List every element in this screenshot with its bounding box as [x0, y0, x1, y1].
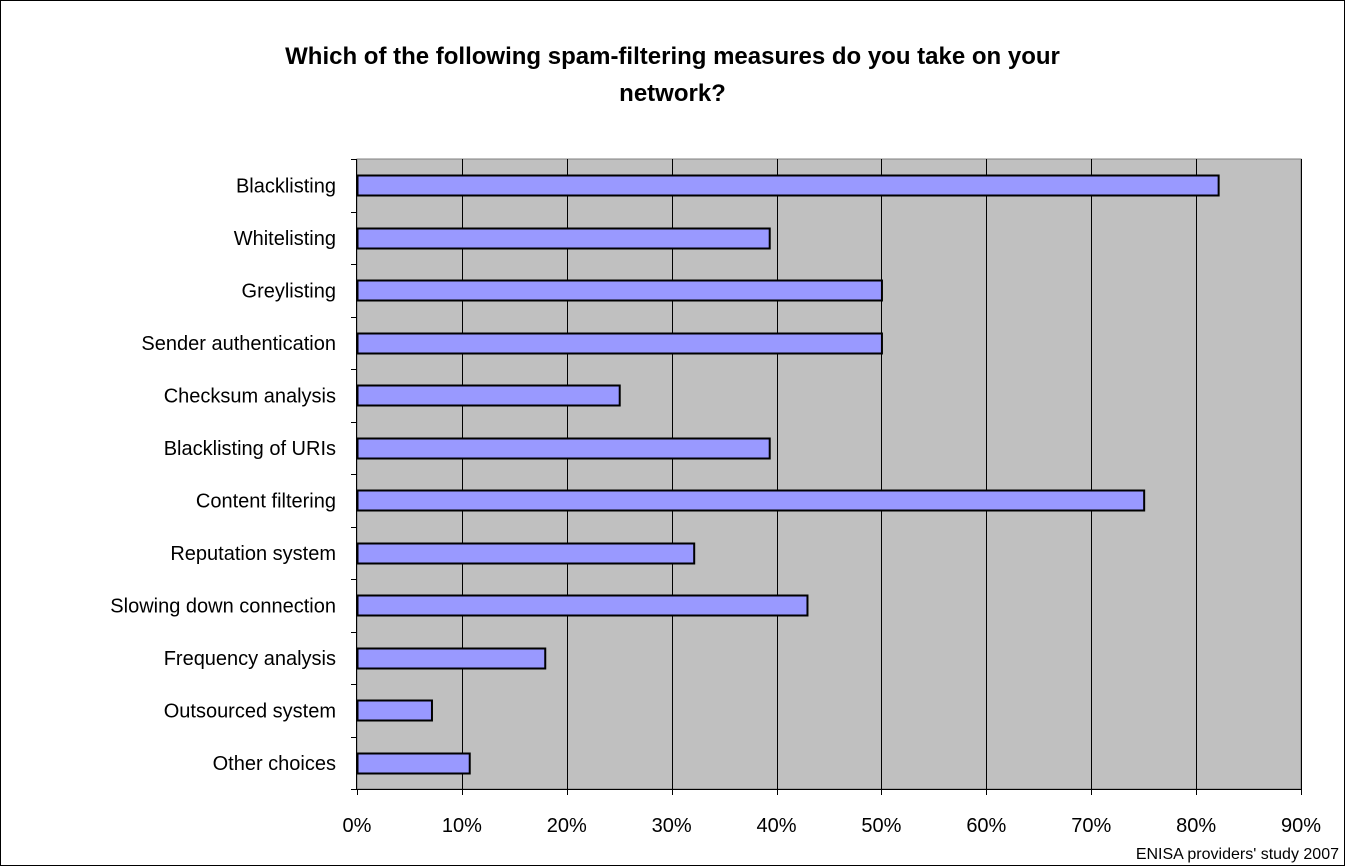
category-label: Frequency analysis [164, 648, 336, 670]
bar [356, 174, 1220, 197]
x-tick-label: 50% [861, 815, 901, 837]
bar [356, 699, 433, 722]
category-label: Whitelisting [234, 228, 336, 250]
bar [356, 489, 1146, 512]
bars [356, 174, 1220, 775]
chart-title-line-2: network? [619, 80, 726, 107]
plot-area [356, 158, 1302, 790]
x-tick-label: 90% [1281, 815, 1321, 837]
bar [356, 279, 883, 302]
x-tick-label: 30% [652, 815, 692, 837]
bar [356, 227, 771, 250]
axes [351, 159, 1302, 795]
category-label: Content filtering [196, 490, 336, 512]
x-tick-labels: 0% 10% 20% 30% 40% 50% 60% 70% 80% 90% [343, 815, 1322, 837]
category-label: Blacklisting [236, 175, 336, 197]
x-tick-label: 10% [442, 815, 482, 837]
x-tick-label: 20% [547, 815, 587, 837]
bar [356, 542, 696, 565]
bar [356, 437, 771, 460]
x-tick-label: 70% [1071, 815, 1111, 837]
category-labels: Blacklisting Whitelisting Greylisting Sende… [110, 175, 336, 775]
category-label: Sender authentication [141, 333, 336, 355]
x-tick-label: 60% [966, 815, 1006, 837]
bar [356, 594, 809, 617]
category-label: Other choices [213, 753, 336, 775]
x-tick-label: 0% [343, 815, 372, 837]
category-label: Greylisting [242, 280, 336, 302]
category-label: Outsourced system [164, 700, 336, 722]
x-tick-label: 80% [1176, 815, 1216, 837]
category-label: Blacklisting of URIs [164, 438, 336, 460]
category-label: Checksum analysis [164, 385, 336, 407]
x-tick-label: 40% [757, 815, 797, 837]
chart-title: Which of the following spam-filtering me… [0, 38, 1345, 112]
category-label: Slowing down connection [110, 595, 336, 617]
category-label: Reputation system [170, 543, 336, 565]
bar [356, 384, 621, 407]
gridlines [462, 159, 1302, 789]
chart-title-line-1: Which of the following spam-filtering me… [285, 43, 1060, 70]
bar [356, 332, 883, 355]
bar [356, 647, 547, 670]
bar [356, 752, 471, 775]
source-note: ENISA providers' study 2007 [1135, 846, 1339, 863]
